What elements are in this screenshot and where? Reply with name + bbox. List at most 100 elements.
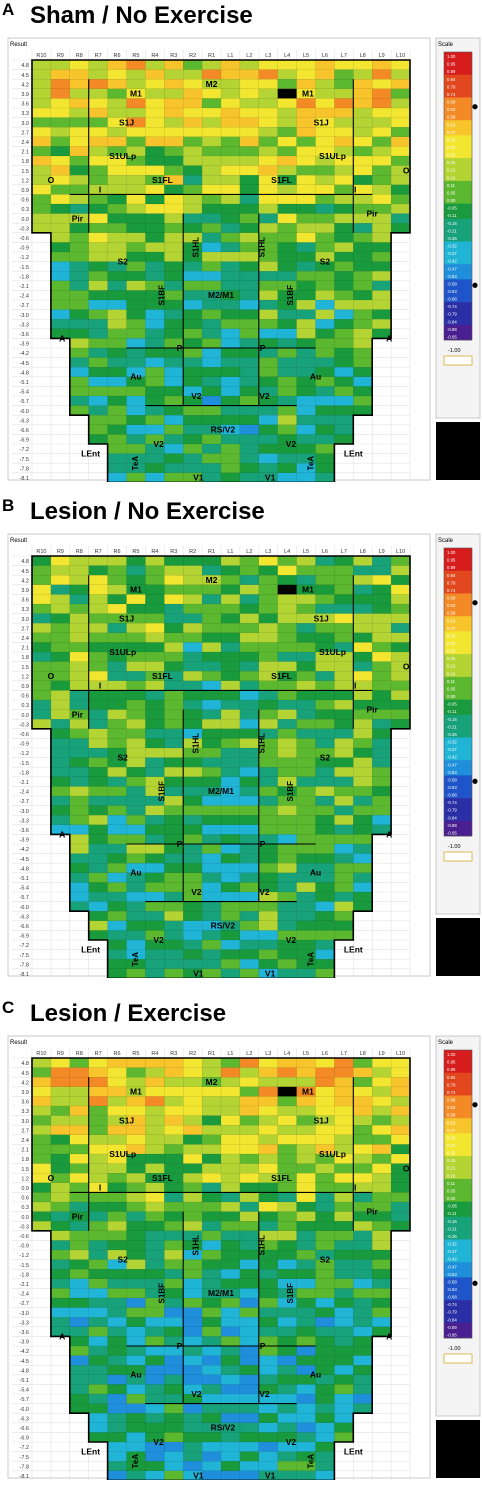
heatmap-cell [258, 184, 279, 195]
heatmap-cell [353, 834, 373, 845]
heatmap-cell [220, 930, 241, 941]
heatmap-cell [296, 299, 316, 311]
heatmap-cell [239, 699, 260, 711]
column-header: R1 [208, 549, 215, 555]
region-label: I [354, 680, 356, 690]
scale-tick-label: 0.58 [447, 115, 456, 120]
heatmap-cell [164, 136, 184, 147]
heatmap-cell [107, 738, 127, 749]
heatmap-cell [69, 642, 90, 653]
heatmap-cell [145, 603, 165, 615]
heatmap-cell [145, 1077, 165, 1088]
heatmap-cell [201, 766, 222, 778]
heatmap-cell [390, 1096, 411, 1107]
heatmap-cell [107, 584, 127, 595]
row-header: -7.8 [20, 962, 29, 968]
heatmap-cell [296, 709, 316, 720]
heatmap-cell [107, 670, 127, 682]
heatmap-cell [353, 79, 373, 90]
heatmap-cell [69, 376, 90, 387]
heatmap-cell [390, 613, 411, 624]
region-label-vertical: TeA [307, 1454, 316, 1469]
column-header: R9 [57, 549, 64, 555]
heatmap-cell [315, 88, 335, 99]
heatmap-cell [334, 718, 354, 730]
heatmap-cell [107, 1288, 127, 1299]
heatmap-cell [69, 594, 90, 605]
scale-tick-label: 0.42 [447, 633, 456, 638]
heatmap-cell [126, 1163, 146, 1174]
heatmap-cell [239, 203, 260, 215]
heatmap-cell [220, 463, 241, 474]
heatmap-cell [126, 709, 146, 720]
heatmap-cell [107, 632, 127, 643]
scale-tick-label: 0.11 [447, 1181, 456, 1186]
heatmap-cell [296, 1192, 316, 1203]
heatmap-cell [239, 472, 260, 482]
heatmap-cell [353, 1057, 373, 1069]
heatmap-cell [258, 98, 279, 109]
region-label: A [386, 829, 392, 839]
heatmap-cell [353, 718, 373, 730]
heatmap-cell [277, 328, 298, 339]
region-label: M1 [130, 1086, 142, 1096]
heatmap-cell [372, 622, 392, 634]
scale-marker-low [472, 778, 478, 784]
heatmap-cell [164, 184, 184, 195]
heatmap-cell [277, 98, 298, 109]
heatmap-cell [126, 911, 146, 922]
heatmap-cell [88, 1432, 108, 1443]
heatmap-cell [239, 651, 260, 663]
heatmap-cell [258, 299, 279, 311]
heatmap-cell [239, 911, 260, 922]
heatmap-cell [353, 824, 373, 835]
heatmap-cell [164, 59, 184, 71]
heatmap-cell [201, 1432, 222, 1443]
scale-swatch [444, 1269, 472, 1278]
heatmap-cell [107, 661, 127, 672]
heatmap-cell [126, 786, 146, 797]
row-header: 3.6 [21, 598, 29, 604]
heatmap-cell [126, 415, 146, 426]
heatmap-cell [107, 357, 127, 368]
heatmap-cell [31, 603, 52, 615]
heatmap-cell [164, 299, 184, 311]
heatmap-cell [31, 117, 52, 128]
heatmap-cell [69, 347, 90, 359]
scale-marker-high [472, 600, 478, 606]
heatmap-cell [88, 136, 108, 147]
heatmap-cell [126, 338, 146, 349]
heatmap-cell [107, 805, 127, 816]
region-label: P [260, 1341, 266, 1351]
heatmap-cell [315, 463, 335, 474]
scale-swatch [444, 790, 472, 799]
heatmap-cell [88, 357, 108, 368]
heatmap-cell [220, 443, 241, 455]
column-header: R6 [114, 53, 121, 59]
heatmap-cell [182, 222, 203, 234]
row-header: 2.7 [21, 130, 29, 136]
heatmap-cell [50, 555, 71, 567]
heatmap-cell [201, 299, 222, 311]
heatmap-cell [277, 718, 298, 730]
heatmap-cell [31, 1086, 52, 1097]
heatmap-cell [145, 584, 165, 595]
heatmap-cell [220, 661, 241, 672]
heatmap-cell [315, 347, 335, 359]
heatmap-cell [277, 357, 298, 368]
heatmap-cell [334, 107, 354, 119]
heatmap-cell [164, 1403, 184, 1414]
heatmap-cell [145, 882, 165, 893]
scale-swatch [444, 752, 472, 761]
heatmap-cell [239, 690, 260, 701]
heatmap-cell [126, 1326, 146, 1337]
heatmap-cell [88, 555, 108, 567]
heatmap-cell [258, 203, 279, 215]
scale-swatch [444, 112, 472, 121]
heatmap-cell [164, 376, 184, 387]
heatmap-cell [334, 79, 354, 90]
heatmap-cell [69, 165, 90, 176]
heatmap-cell [31, 1153, 52, 1165]
region-label: P [260, 343, 266, 353]
row-header: 2.4 [21, 140, 29, 146]
